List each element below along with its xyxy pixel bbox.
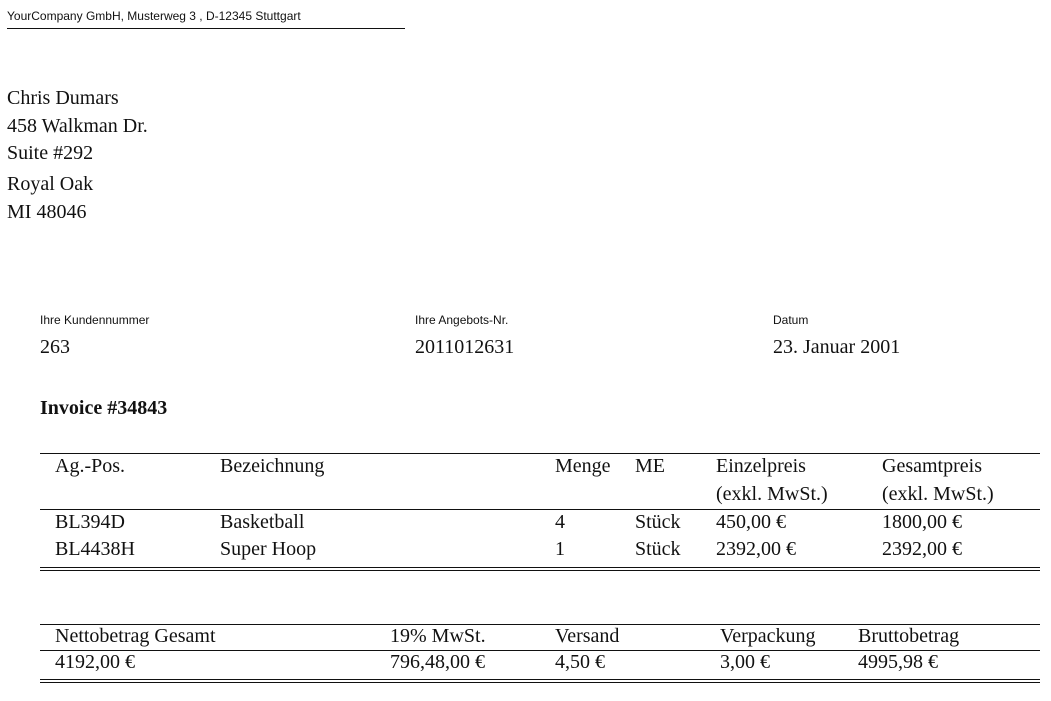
recipient-name: Chris Dumars: [7, 87, 119, 109]
cell-pos: BL4438H: [55, 538, 135, 560]
header-unit-price: Einzelpreis: [716, 455, 806, 477]
header-pos: Ag.-Pos.: [55, 455, 126, 477]
cell-unit-price: 2392,00 €: [716, 538, 796, 560]
header-description: Bezeichnung: [220, 455, 325, 477]
cell-pos: BL394D: [55, 511, 125, 533]
cell-quantity: 4: [555, 511, 565, 533]
customer-number-label: Ihre Kundennummer: [40, 313, 150, 327]
header-unit: ME: [635, 455, 665, 477]
header-total-price: Gesamtpreis: [882, 455, 982, 477]
table-top-rule: [40, 453, 1040, 454]
header-net: Nettobetrag Gesamt: [55, 625, 216, 647]
cell-unit-price: 450,00 €: [716, 511, 786, 533]
date-label: Datum: [773, 313, 809, 327]
header-total-price-note: (exkl. MwSt.): [882, 483, 994, 505]
header-gross: Bruttobetrag: [858, 625, 960, 647]
date-value: 23. Januar 2001: [773, 336, 901, 358]
cell-unit: Stück: [635, 511, 681, 533]
header-packaging: Verpackung: [720, 625, 816, 647]
recipient-city: Royal Oak: [7, 173, 94, 195]
header-rule: [40, 509, 1040, 510]
header-quantity: Menge: [555, 455, 611, 477]
sender-underline: [7, 28, 405, 29]
value-gross: 4995,98 €: [858, 651, 938, 673]
cell-total-price: 1800,00 €: [882, 511, 962, 533]
header-shipping: Versand: [555, 625, 620, 647]
recipient-state-zip: MI 48046: [7, 201, 87, 223]
recipient-street: 458 Walkman Dr.: [7, 115, 148, 137]
value-shipping: 4,50 €: [555, 651, 605, 673]
sender-line: YourCompany GmbH, Musterweg 3 , D-12345 …: [7, 9, 301, 23]
table-bottom-double-rule: [40, 567, 1040, 571]
invoice-title: Invoice #34843: [40, 397, 168, 419]
customer-number-value: 263: [40, 336, 70, 358]
offer-number-value: 2011012631: [415, 336, 515, 358]
cell-description: Basketball: [220, 511, 305, 533]
value-packaging: 3,00 €: [720, 651, 770, 673]
recipient-suite: Suite #292: [7, 142, 94, 164]
cell-total-price: 2392,00 €: [882, 538, 962, 560]
totals-top-rule: [40, 624, 1040, 625]
value-vat: 796,48,00 €: [390, 651, 485, 673]
header-vat: 19% MwSt.: [390, 625, 486, 647]
totals-header-rule: [40, 650, 1040, 651]
header-unit-price-note: (exkl. MwSt.): [716, 483, 828, 505]
value-net: 4192,00 €: [55, 651, 135, 673]
cell-quantity: 1: [555, 538, 565, 560]
cell-description: Super Hoop: [220, 538, 317, 560]
offer-number-label: Ihre Angebots-Nr.: [415, 313, 509, 327]
cell-unit: Stück: [635, 538, 681, 560]
totals-bottom-double-rule: [40, 679, 1040, 683]
